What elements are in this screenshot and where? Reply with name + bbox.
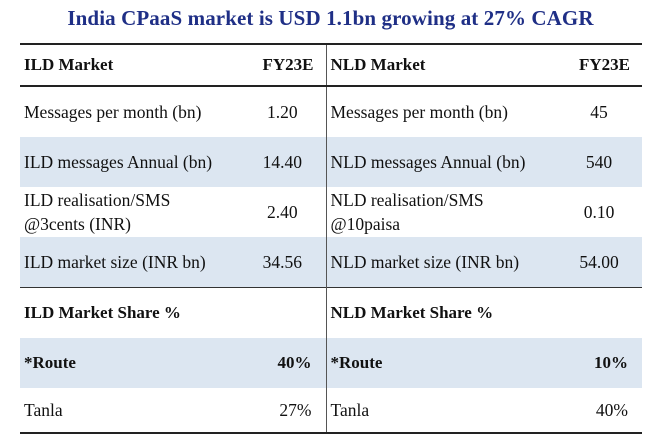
share-header-ild: ILD Market Share % (20, 287, 239, 338)
row-label-ild: Tanla (20, 388, 239, 434)
row-label-ild: ILD messages Annual (bn) (20, 137, 239, 187)
share-header-blank (239, 287, 326, 338)
header-nld-market: NLD Market (325, 43, 556, 87)
row-label-nld: *Route (325, 338, 556, 388)
cpaas-market-table: ILD Market FY23E NLD Market FY23E Messag… (20, 43, 642, 434)
header-ild-market: ILD Market (20, 43, 239, 87)
row-value-nld: 54.00 (556, 237, 642, 288)
row-value-ild: 14.40 (239, 137, 326, 187)
row-value-ild: 40% (239, 338, 326, 388)
table-row: ILD messages Annual (bn) 14.40 NLD messa… (20, 137, 642, 187)
row-label-nld: Messages per month (bn) (325, 86, 556, 137)
row-value-ild: 27% (239, 388, 326, 434)
table-row: *Route 40% *Route 10% (20, 338, 642, 388)
share-header-blank (556, 287, 642, 338)
row-label-ild: *Route (20, 338, 239, 388)
page-title: India CPaaS market is USD 1.1bn growing … (67, 6, 594, 30)
row-value-nld: 0.10 (583, 202, 615, 222)
header-fy23e-ild: FY23E (239, 43, 326, 87)
table-header-row: ILD Market FY23E NLD Market FY23E (20, 43, 642, 87)
row-value-ild: 34.56 (239, 237, 326, 288)
share-header-row: ILD Market Share % NLD Market Share % (20, 287, 642, 338)
share-header-nld: NLD Market Share % (325, 287, 556, 338)
row-label-nld: Tanla (325, 388, 556, 434)
row-label-nld: NLD market size (INR bn) (325, 237, 556, 288)
row-value-nld: 540 (556, 137, 642, 187)
row-label-ild: ILD market size (INR bn) (20, 237, 239, 288)
table-row: Tanla 27% Tanla 40% (20, 388, 642, 434)
row-value-nld: 10% (556, 338, 642, 388)
table-row: ILD realisation/SMS @3cents (INR) 2.40 N… (20, 187, 642, 237)
row-label-nld: NLD realisation/SMS @10paisa (325, 187, 556, 237)
row-value-ild: 2.40 (266, 202, 298, 222)
header-fy23e-nld: FY23E (556, 43, 642, 87)
row-value-ild: 1.20 (266, 102, 298, 122)
row-label-ild: ILD realisation/SMS @3cents (INR) (24, 190, 171, 234)
row-value-nld: 40% (556, 388, 642, 434)
row-label-nld: NLD messages Annual (bn) (325, 137, 556, 187)
table-row: ILD market size (INR bn) 34.56 NLD marke… (20, 237, 642, 288)
row-value-nld: 45 (590, 102, 608, 122)
row-label-ild: Messages per month (bn) (24, 102, 202, 122)
table-row: Messages per month (bn) 1.20 Messages pe… (20, 86, 642, 137)
